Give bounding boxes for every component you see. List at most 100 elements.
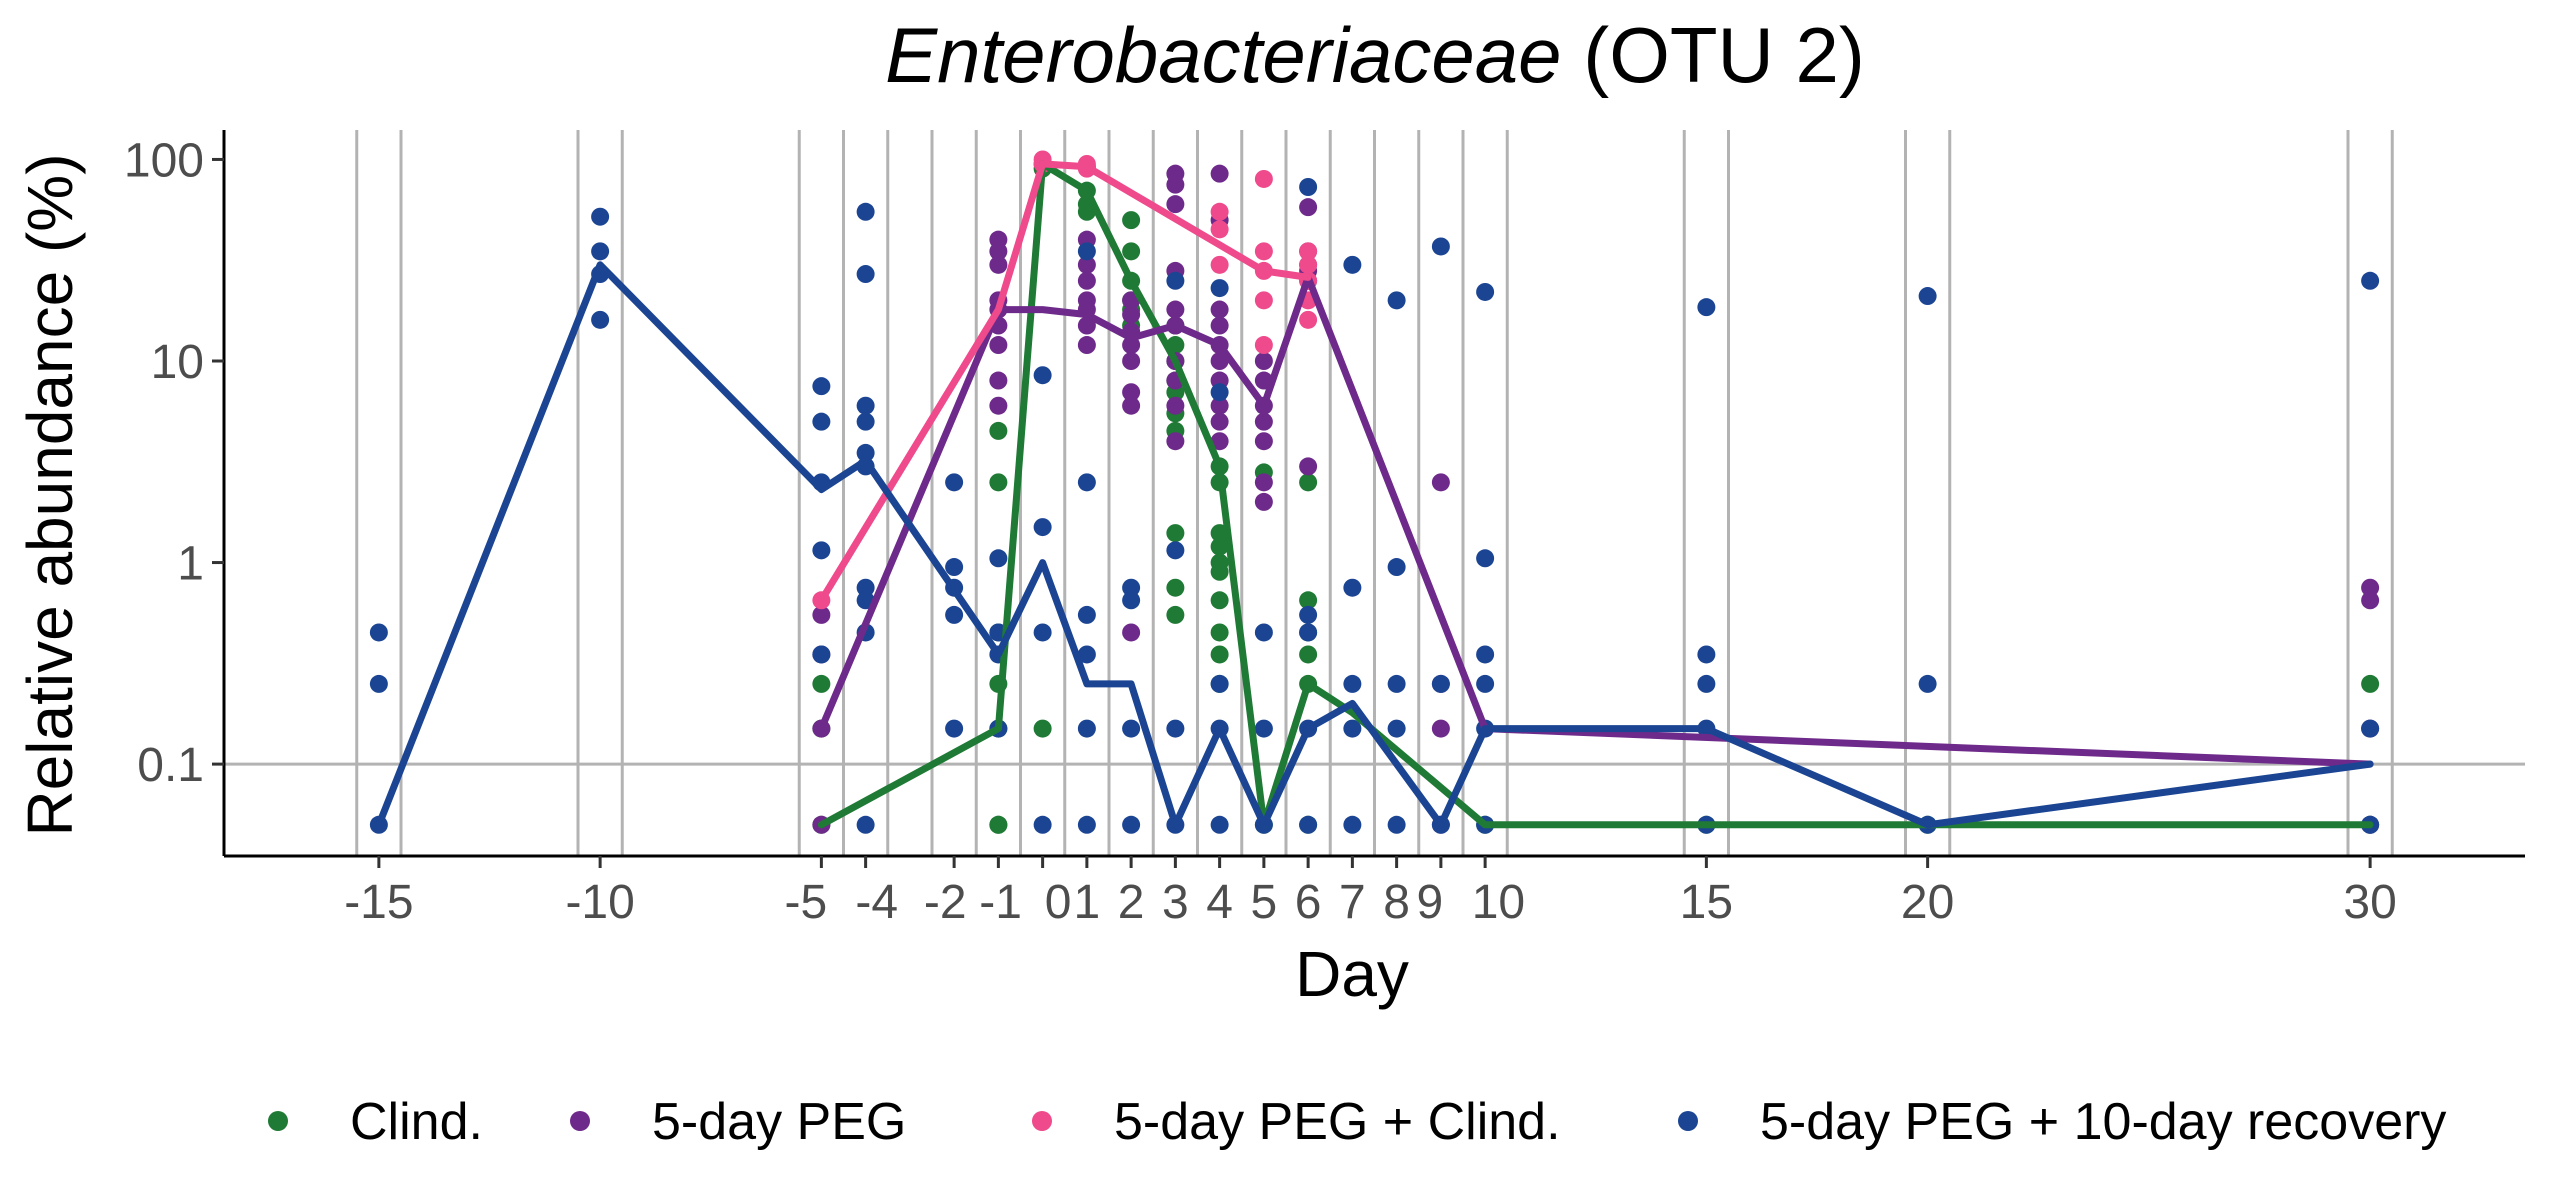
data-point — [989, 549, 1008, 568]
data-point — [1299, 198, 1318, 217]
data-point — [1299, 242, 1318, 261]
legend-swatch — [268, 1111, 288, 1131]
x-tick-label: -15 — [344, 876, 413, 929]
data-point — [812, 645, 831, 664]
data-point — [1254, 432, 1273, 451]
data-point — [1476, 282, 1495, 301]
data-point — [591, 207, 610, 226]
data-point — [1077, 719, 1096, 738]
data-point — [1254, 623, 1273, 642]
legend-item-4: 5-day PEG + 10-day recovery — [1678, 1093, 2446, 1151]
data-point — [1697, 674, 1716, 693]
chart-title-rest: (OTU 2) — [1562, 11, 1865, 99]
x-tick-label: 15 — [1680, 876, 1733, 929]
data-point — [1210, 383, 1229, 402]
data-point — [1077, 255, 1096, 274]
data-point — [1476, 549, 1495, 568]
data-point — [1387, 815, 1406, 834]
data-point — [1210, 164, 1229, 183]
data-point — [1387, 558, 1406, 577]
data-point — [1166, 396, 1185, 415]
data-point — [945, 719, 964, 738]
x-tick-label: 3 — [1162, 876, 1189, 929]
data-point — [1697, 645, 1716, 664]
data-point — [989, 336, 1008, 355]
data-point — [989, 473, 1008, 492]
x-tick-label: 4 — [1206, 876, 1233, 929]
data-point — [1431, 237, 1450, 256]
legend-label: 5-day PEG + 10-day recovery — [1760, 1093, 2446, 1151]
data-point — [856, 443, 875, 462]
x-tick-label: 9 — [1416, 876, 1443, 929]
x-tick-label: 8 — [1383, 876, 1410, 929]
gridlines — [224, 130, 2525, 856]
data-point — [1299, 255, 1318, 274]
chart-title-italic: Enterobacteriaceae — [885, 11, 1561, 99]
data-point — [1122, 815, 1141, 834]
data-point — [1210, 279, 1229, 298]
data-point — [856, 202, 875, 221]
data-point — [1210, 674, 1229, 693]
data-point — [1918, 674, 1937, 693]
x-tick-label: -4 — [855, 876, 898, 929]
data-point — [1122, 352, 1141, 371]
data-point — [2361, 719, 2380, 738]
data-point — [1166, 300, 1185, 319]
y-axis-title: Relative abundance (%) — [14, 153, 86, 836]
data-point — [1343, 255, 1362, 274]
data-point — [2361, 578, 2380, 597]
legend-swatch — [1032, 1111, 1052, 1131]
x-axis-title: Day — [1295, 938, 1409, 1010]
x-tick-label: -2 — [924, 876, 967, 929]
data-point — [989, 815, 1008, 834]
legend-label: 5-day PEG — [652, 1093, 906, 1151]
data-point — [1033, 719, 1052, 738]
x-tick-label: 6 — [1295, 876, 1322, 929]
legend-swatch — [1678, 1111, 1698, 1131]
data-point — [812, 541, 831, 560]
data-point — [1254, 492, 1273, 511]
legend-item-1: Clind. — [268, 1093, 483, 1151]
data-point — [1210, 645, 1229, 664]
x-tick-label: 1 — [1074, 876, 1101, 929]
data-point — [1431, 473, 1450, 492]
data-point — [989, 242, 1008, 261]
legend-swatch — [570, 1111, 590, 1131]
chart-title: Enterobacteriaceae (OTU 2) — [885, 11, 1865, 99]
data-point — [1033, 366, 1052, 385]
data-point — [1077, 271, 1096, 290]
data-point — [1122, 242, 1141, 261]
x-tick-label: -1 — [979, 876, 1022, 929]
series-layer — [369, 150, 2380, 834]
y-tick-label: 1 — [177, 538, 204, 591]
data-point — [1077, 815, 1096, 834]
data-point — [2361, 591, 2380, 610]
y-tick-label: 0.1 — [137, 739, 204, 792]
legend-label: Clind. — [350, 1093, 483, 1151]
data-point — [1299, 815, 1318, 834]
data-point — [1254, 352, 1273, 371]
data-point — [1122, 396, 1141, 415]
data-point — [1210, 220, 1229, 239]
data-point — [945, 558, 964, 577]
y-tick-label: 100 — [124, 134, 204, 187]
legend-item-3: 5-day PEG + Clind. — [1032, 1093, 1561, 1151]
data-point — [856, 396, 875, 415]
data-point — [1077, 242, 1096, 261]
data-point — [1077, 316, 1096, 335]
data-point — [1343, 674, 1362, 693]
x-tick-label: 20 — [1901, 876, 1954, 929]
x-tick-label: 2 — [1118, 876, 1145, 929]
data-point — [1431, 719, 1450, 738]
x-tick-label: 7 — [1339, 876, 1366, 929]
data-point — [812, 377, 831, 396]
data-point — [1166, 432, 1185, 451]
trend-line-1 — [817, 160, 2374, 829]
data-point — [2361, 674, 2380, 693]
data-point — [1299, 645, 1318, 664]
data-point — [1387, 674, 1406, 693]
data-point — [812, 412, 831, 431]
data-point — [989, 371, 1008, 390]
